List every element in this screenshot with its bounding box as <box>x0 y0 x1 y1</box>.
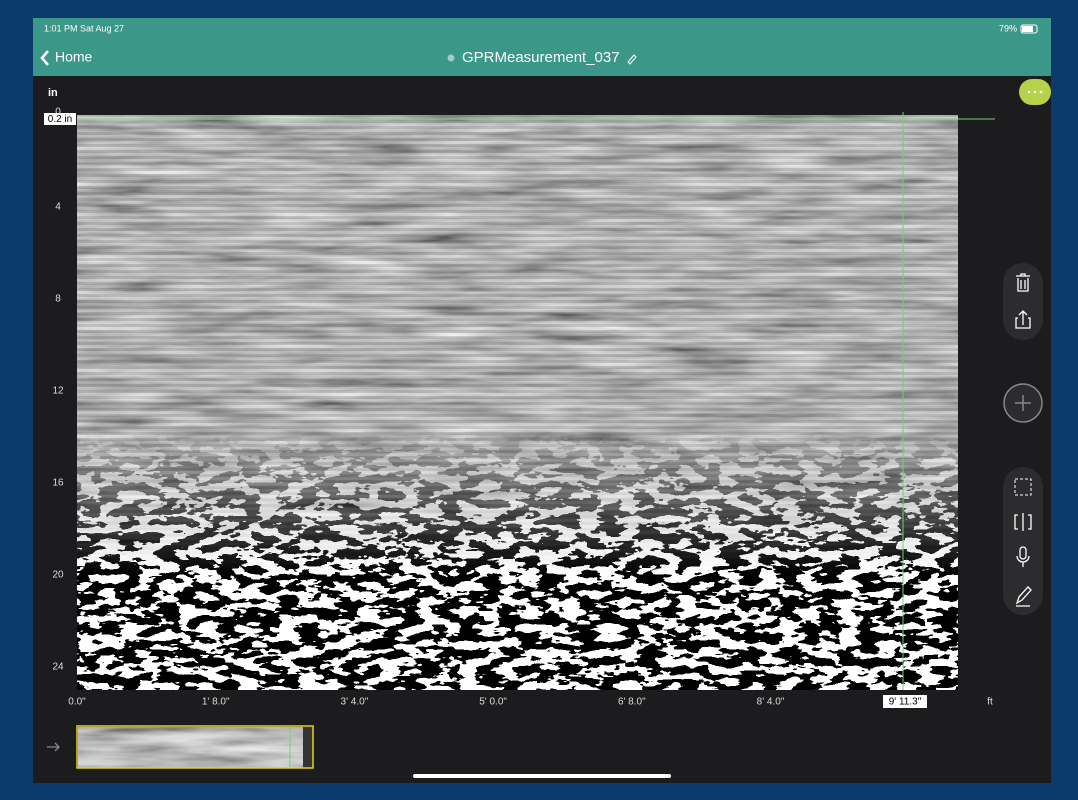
screenshot: 1:01 PM Sat Aug 27 79% Home GPRMeasureme… <box>0 0 1078 795</box>
y-tick-label: 8 <box>55 294 61 305</box>
more-dots <box>1028 91 1043 94</box>
x-tick-label: 3' 4.0" <box>341 697 369 708</box>
home-indicator <box>413 774 671 778</box>
y-tick-label: 12 <box>52 386 64 397</box>
time: 1:01 PM Sat Aug 27 <box>44 23 124 33</box>
back-button[interactable]: Home <box>55 49 93 65</box>
x-tick-label: 6' 8.0" <box>618 697 646 708</box>
nav-bar <box>33 18 1051 76</box>
y-tick-label: 20 <box>52 570 64 581</box>
x-tick-label: 0.0" <box>68 697 86 708</box>
y-unit: in <box>48 87 58 99</box>
minimap[interactable] <box>78 727 303 768</box>
title[interactable]: GPRMeasurement_037 <box>462 49 620 66</box>
x-unit: ft <box>987 697 993 708</box>
minimap-end <box>303 727 313 768</box>
cursor-label: 9' 11.3" <box>889 697 922 708</box>
battery: 79% <box>999 23 1017 33</box>
status-dot <box>448 55 455 62</box>
battery-level <box>1022 26 1033 32</box>
x-tick-label: 8' 4.0" <box>757 697 785 708</box>
y-tick-label: 0 <box>55 107 61 118</box>
y-tick-label: 4 <box>55 202 61 213</box>
y-tick-label: 16 <box>52 478 64 489</box>
x-tick-label: 1' 8.0" <box>202 697 230 708</box>
x-tick-label: 5' 0.0" <box>479 697 507 708</box>
y-tick-label: 24 <box>52 662 64 673</box>
radargram-noise <box>77 115 958 690</box>
